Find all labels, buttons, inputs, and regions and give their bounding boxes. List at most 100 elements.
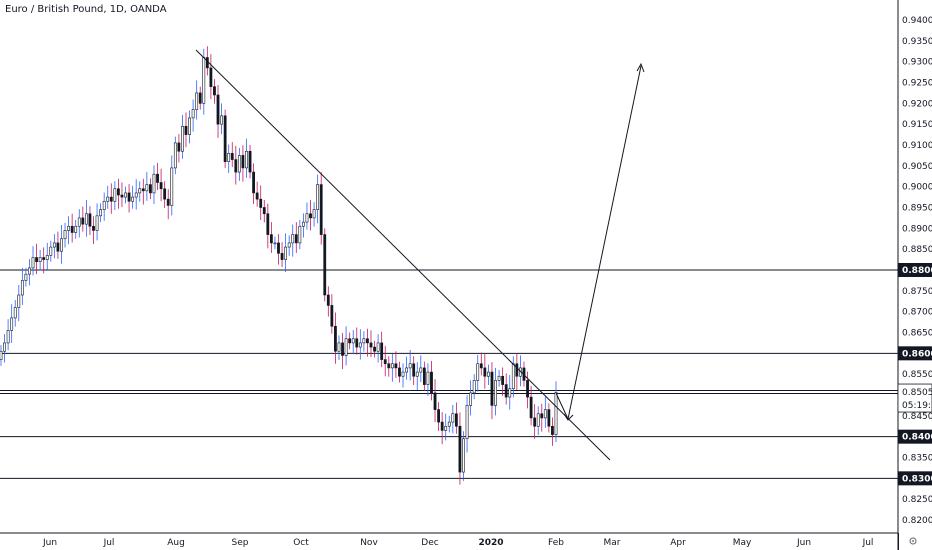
candle-body bbox=[195, 92, 199, 110]
candle-body bbox=[92, 225, 95, 231]
drawings-layer bbox=[195, 49, 645, 461]
candle-body bbox=[351, 338, 355, 344]
time-tick-label: Aug bbox=[167, 538, 185, 548]
candle-body bbox=[383, 359, 387, 365]
level-price-label: 0.86000 bbox=[902, 349, 932, 359]
candle-body bbox=[294, 234, 298, 244]
current-price-badge bbox=[897, 383, 932, 413]
axis-corner bbox=[898, 533, 932, 550]
candle-body bbox=[77, 217, 81, 227]
candle-body bbox=[341, 342, 344, 356]
candle-body bbox=[262, 207, 266, 215]
candle-body bbox=[543, 409, 547, 419]
candle-body bbox=[42, 257, 46, 260]
candle-body bbox=[252, 171, 255, 194]
candle-body bbox=[209, 67, 213, 87]
candle-body bbox=[269, 234, 273, 244]
time-tick-label: May bbox=[733, 538, 752, 548]
chart-title: Euro / British Pound, 1D, OANDA bbox=[5, 4, 167, 15]
candle-body bbox=[369, 342, 373, 348]
candle-body bbox=[230, 153, 234, 160]
candle-body bbox=[387, 363, 391, 369]
candle-body bbox=[31, 257, 35, 269]
candle-body bbox=[131, 196, 135, 202]
candle-body bbox=[152, 173, 156, 194]
candle-body bbox=[67, 225, 70, 231]
candle-body bbox=[134, 192, 138, 198]
candle-body bbox=[508, 388, 512, 398]
level-price-badge bbox=[898, 346, 932, 361]
candle-body bbox=[358, 342, 362, 348]
candle-body bbox=[138, 188, 142, 194]
candle-body bbox=[141, 188, 145, 192]
candle-body bbox=[28, 267, 31, 275]
candle-body bbox=[120, 194, 124, 198]
candle-body bbox=[483, 367, 487, 377]
candle-body bbox=[362, 338, 366, 344]
candle-body bbox=[245, 150, 248, 169]
candle-body bbox=[156, 173, 159, 183]
candle-body bbox=[159, 182, 163, 190]
candle-body bbox=[259, 198, 263, 208]
candle-body bbox=[13, 307, 17, 319]
candle-body bbox=[113, 188, 117, 202]
candle-body bbox=[529, 396, 533, 419]
candle-body bbox=[109, 196, 113, 202]
candle-body bbox=[63, 230, 67, 240]
candle-body bbox=[248, 150, 252, 173]
candle-body bbox=[52, 242, 56, 248]
level-price-label: 0.83000 bbox=[902, 474, 932, 484]
candle-body bbox=[554, 392, 558, 435]
candle-body bbox=[117, 188, 120, 196]
candle-body bbox=[511, 363, 515, 390]
candle-body bbox=[380, 342, 384, 360]
time-tick-label: Jun bbox=[796, 538, 811, 548]
candle-body bbox=[373, 346, 376, 352]
candle-body bbox=[422, 367, 426, 385]
time-tick-label: Apr bbox=[670, 538, 686, 548]
candle-body bbox=[476, 363, 480, 381]
candle-body bbox=[17, 294, 21, 308]
candle-body bbox=[344, 338, 348, 356]
candle-body bbox=[20, 280, 24, 296]
candle-body bbox=[334, 325, 337, 352]
candle-body bbox=[284, 246, 288, 260]
candle-body bbox=[440, 421, 444, 431]
projection-arrow-path[interactable] bbox=[555, 65, 642, 421]
time-axis[interactable]: Jun Jul Aug Sep Oct Nov Dec 2020 Feb Mar Apr May Jun… bbox=[42, 538, 873, 548]
candle-body bbox=[451, 413, 455, 423]
level-price-label: 0.84000 bbox=[902, 433, 932, 443]
candle-body bbox=[6, 330, 10, 344]
candle-body bbox=[184, 125, 188, 135]
candle-body bbox=[220, 115, 223, 125]
candle-body bbox=[241, 155, 245, 169]
candle-body bbox=[49, 246, 53, 256]
candle-body bbox=[472, 380, 476, 394]
downtrend-line[interactable] bbox=[195, 49, 611, 461]
candle-body bbox=[547, 409, 551, 427]
candle-body bbox=[302, 221, 305, 227]
candle-body bbox=[316, 184, 320, 210]
time-tick-label: Sep bbox=[232, 538, 249, 548]
gear-icon[interactable] bbox=[908, 536, 918, 546]
candle-body bbox=[366, 338, 369, 344]
pivot-arrowhead-icon bbox=[563, 413, 574, 421]
axes-layer bbox=[0, 0, 899, 550]
current-price-label: 0.85059 bbox=[902, 388, 932, 398]
candle-body bbox=[255, 192, 259, 200]
candle-body bbox=[465, 405, 469, 440]
level-price-badge bbox=[898, 471, 932, 486]
candle-body bbox=[298, 225, 302, 244]
candle-body bbox=[487, 371, 490, 377]
candle-body bbox=[533, 417, 537, 427]
candle-body bbox=[430, 371, 433, 394]
candle-body bbox=[398, 367, 401, 377]
